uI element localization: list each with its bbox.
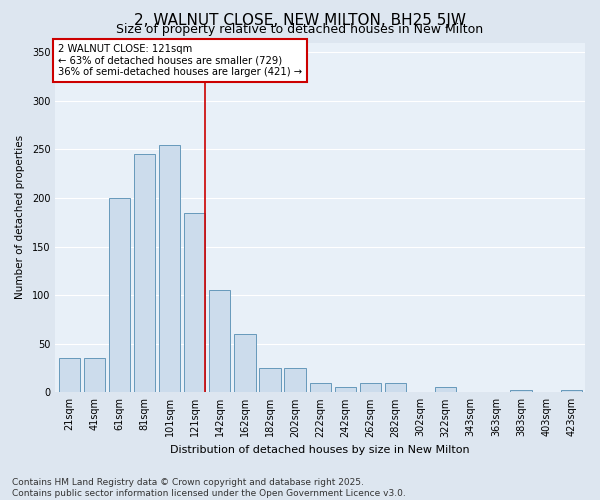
Bar <box>360 382 381 392</box>
Bar <box>511 390 532 392</box>
Bar <box>83 358 105 392</box>
Bar <box>209 290 230 392</box>
Text: Size of property relative to detached houses in New Milton: Size of property relative to detached ho… <box>116 22 484 36</box>
Bar <box>284 368 306 392</box>
Bar <box>134 154 155 392</box>
Bar <box>184 212 205 392</box>
Bar <box>560 390 582 392</box>
Text: Contains HM Land Registry data © Crown copyright and database right 2025.
Contai: Contains HM Land Registry data © Crown c… <box>12 478 406 498</box>
Text: 2 WALNUT CLOSE: 121sqm
← 63% of detached houses are smaller (729)
36% of semi-de: 2 WALNUT CLOSE: 121sqm ← 63% of detached… <box>58 44 302 78</box>
Bar <box>435 388 457 392</box>
Bar <box>234 334 256 392</box>
X-axis label: Distribution of detached houses by size in New Milton: Distribution of detached houses by size … <box>170 445 470 455</box>
Bar <box>59 358 80 392</box>
Bar <box>109 198 130 392</box>
Bar <box>310 382 331 392</box>
Bar <box>159 144 180 392</box>
Y-axis label: Number of detached properties: Number of detached properties <box>15 136 25 300</box>
Text: 2, WALNUT CLOSE, NEW MILTON, BH25 5JW: 2, WALNUT CLOSE, NEW MILTON, BH25 5JW <box>134 12 466 28</box>
Bar <box>385 382 406 392</box>
Bar <box>259 368 281 392</box>
Bar <box>335 388 356 392</box>
